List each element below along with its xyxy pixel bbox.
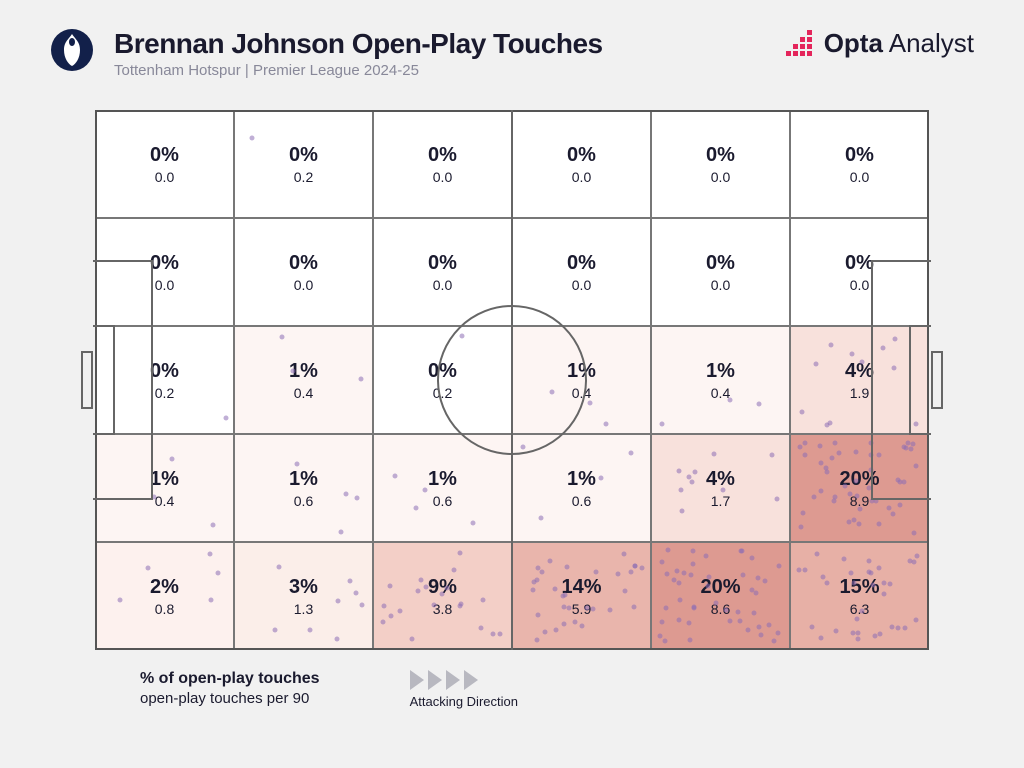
club-logo-icon (50, 28, 94, 72)
pitch-outline (95, 110, 929, 650)
attacking-label: Attacking Direction (410, 694, 518, 709)
page-subtitle: Tottenham Hotspur | Premier League 2024-… (114, 62, 603, 79)
arrow-icon (428, 670, 442, 690)
page-title: Brennan Johnson Open-Play Touches (114, 28, 603, 60)
pitch-chart: 0%0.00%0.20%0.00%0.00%0.00%0.00%0.00%0.0… (95, 110, 929, 650)
attacking-direction: Attacking Direction (410, 670, 518, 709)
header-left: Brennan Johnson Open-Play Touches Totten… (50, 28, 603, 79)
title-block: Brennan Johnson Open-Play Touches Totten… (114, 28, 603, 79)
brand-dots-icon (786, 29, 816, 59)
brand-bold: Opta (824, 28, 883, 58)
legend-text: % of open-play touches open-play touches… (140, 670, 320, 707)
direction-arrows-icon (410, 670, 518, 690)
header: Brennan Johnson Open-Play Touches Totten… (0, 0, 1024, 89)
legend-line-1: % of open-play touches (140, 670, 320, 688)
goal-left (81, 351, 93, 409)
legend-line-2: open-play touches per 90 (140, 690, 320, 707)
legend: % of open-play touches open-play touches… (140, 670, 890, 709)
brand-text: Opta Analyst (824, 28, 974, 59)
arrow-icon (410, 670, 424, 690)
brand-light: Analyst (883, 28, 974, 58)
goal-right (931, 351, 943, 409)
arrow-icon (464, 670, 478, 690)
arrow-icon (446, 670, 460, 690)
brand-logo: Opta Analyst (786, 28, 974, 59)
